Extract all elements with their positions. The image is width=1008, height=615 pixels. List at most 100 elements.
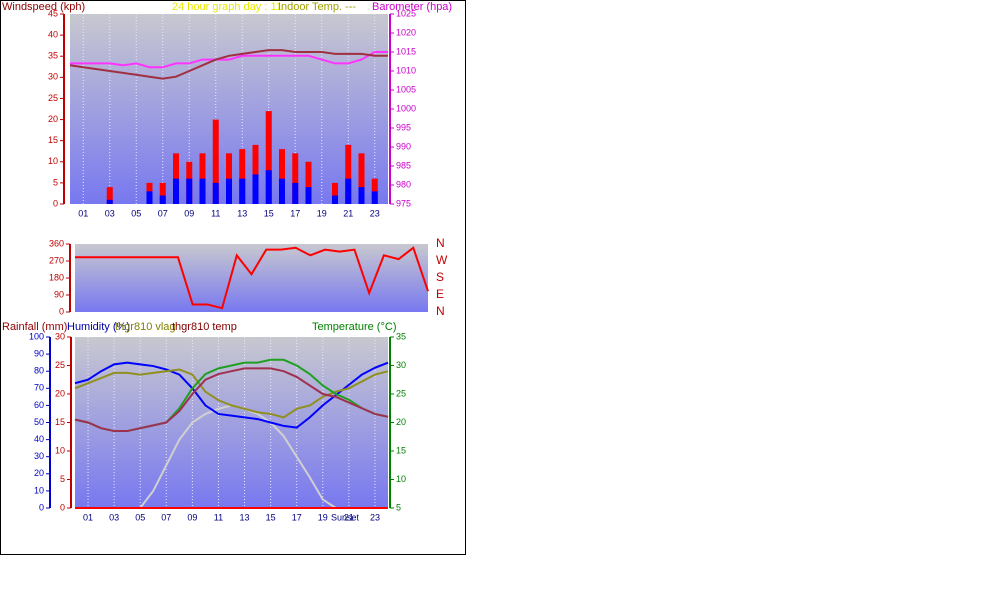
y-tick-label: 25 — [55, 360, 65, 370]
x-tick-label: 13 — [240, 512, 250, 522]
x-tick-label: 23 — [370, 512, 380, 522]
humidity-label: Humidity (%) — [67, 321, 130, 333]
y-tick-label: 270 — [49, 255, 64, 265]
y-tick-label: 25 — [48, 93, 58, 103]
y-tick-label: 995 — [396, 122, 411, 132]
y-tick-label: 0 — [60, 502, 65, 512]
bar — [159, 195, 166, 204]
legend-entry: thgr810 temp — [172, 321, 237, 333]
y-tick-label: 20 — [396, 417, 406, 427]
bar — [358, 187, 365, 204]
x-tick-label: 21 — [344, 512, 354, 522]
y-tick-label: 40 — [34, 434, 44, 444]
x-tick-label: 13 — [237, 208, 247, 218]
line — [75, 246, 429, 310]
bar — [146, 191, 153, 204]
y-tick-label: 360 — [49, 238, 64, 248]
bar — [186, 178, 193, 204]
y-tick-label: 25 — [396, 388, 406, 398]
chart: Windspeed (kph) 24 hour graph day : 11 I… — [2, 1, 452, 522]
x-tick-label: 19 — [317, 208, 327, 218]
y-tick-label: 1010 — [396, 65, 416, 75]
chart-subtitle: Indoor Temp. --- — [278, 1, 356, 13]
y-tick-label: 0 — [39, 502, 44, 512]
y-tick-label: S — [436, 270, 444, 284]
annotation: Sunset — [331, 512, 360, 522]
bar — [371, 191, 378, 204]
line — [74, 367, 389, 433]
x-tick-label: 07 — [158, 208, 168, 218]
y-tick-label: 20 — [48, 114, 58, 124]
temperature-label: Temperature (°C) — [312, 321, 396, 333]
y-tick-label: 10 — [34, 485, 44, 495]
x-tick-label: 19 — [318, 512, 328, 522]
bar — [292, 182, 299, 204]
y-tick-label: 100 — [29, 331, 44, 341]
y-tick-label: 20 — [34, 468, 44, 478]
y-tick-label: 985 — [396, 160, 411, 170]
wind-label: Windspeed (kph) — [2, 1, 85, 13]
y-tick-label: 980 — [396, 179, 411, 189]
bar — [292, 153, 299, 204]
y-tick-label: N — [436, 236, 445, 250]
bar — [239, 178, 246, 204]
line — [70, 51, 388, 69]
x-tick-label: 15 — [264, 208, 274, 218]
y-tick-label: 10 — [48, 156, 58, 166]
y-tick-label: 90 — [34, 348, 44, 358]
rainfall-label: Rainfall (mm) — [2, 321, 67, 333]
x-tick-label: 09 — [187, 512, 197, 522]
y-tick-label: 5 — [53, 177, 58, 187]
y-tick-label: 35 — [48, 51, 58, 61]
y-tick-label: 0 — [59, 306, 64, 316]
bar — [159, 182, 166, 204]
x-tick-label: 01 — [78, 208, 88, 218]
x-tick-label: 09 — [184, 208, 194, 218]
bar — [173, 178, 179, 204]
legend-entry: thgr810 vlag — [115, 321, 176, 333]
bar — [345, 178, 352, 204]
x-tick-label: 23 — [370, 208, 380, 218]
y-tick-label: 990 — [396, 141, 411, 151]
bar — [305, 187, 312, 204]
y-tick-label: 0 — [53, 198, 58, 208]
x-tick-label: 15 — [266, 512, 276, 522]
y-tick-label: 5 — [396, 502, 401, 512]
x-tick-label: 03 — [109, 512, 119, 522]
bar — [226, 178, 232, 204]
y-tick-label: 30 — [55, 331, 65, 341]
bar — [279, 149, 285, 204]
bar — [239, 149, 246, 204]
bar — [345, 144, 352, 204]
chart-frame — [0, 0, 466, 555]
bar — [226, 153, 232, 204]
y-tick-label: 975 — [396, 198, 411, 208]
x-tick-label: 21 — [343, 208, 353, 218]
y-tick-label: 40 — [48, 29, 58, 39]
y-tick-label: E — [436, 287, 444, 301]
bar — [199, 178, 206, 204]
x-tick-label: 03 — [105, 208, 115, 218]
y-tick-label: N — [436, 304, 445, 318]
y-tick-label: 10 — [55, 445, 65, 455]
line — [74, 368, 389, 419]
y-tick-label: 70 — [34, 383, 44, 393]
y-tick-label: 30 — [34, 451, 44, 461]
barometer-label: Barometer (hpa) — [372, 1, 452, 13]
y-tick-label: 15 — [396, 445, 406, 455]
x-tick-label: 11 — [211, 208, 220, 218]
bar — [332, 195, 338, 204]
y-tick-label: 10 — [396, 474, 406, 484]
bar — [305, 161, 312, 204]
x-tick-label: 01 — [83, 512, 93, 522]
y-tick-label: 1025 — [396, 8, 416, 18]
y-tick-label: 180 — [49, 272, 64, 282]
bar — [212, 182, 219, 204]
y-tick-label: 20 — [55, 388, 65, 398]
bar — [332, 182, 338, 204]
y-tick-label: 30 — [396, 360, 406, 370]
bar — [279, 178, 285, 204]
bar — [106, 199, 113, 204]
y-tick-label: 80 — [34, 366, 44, 376]
y-tick-label: 35 — [396, 331, 406, 341]
